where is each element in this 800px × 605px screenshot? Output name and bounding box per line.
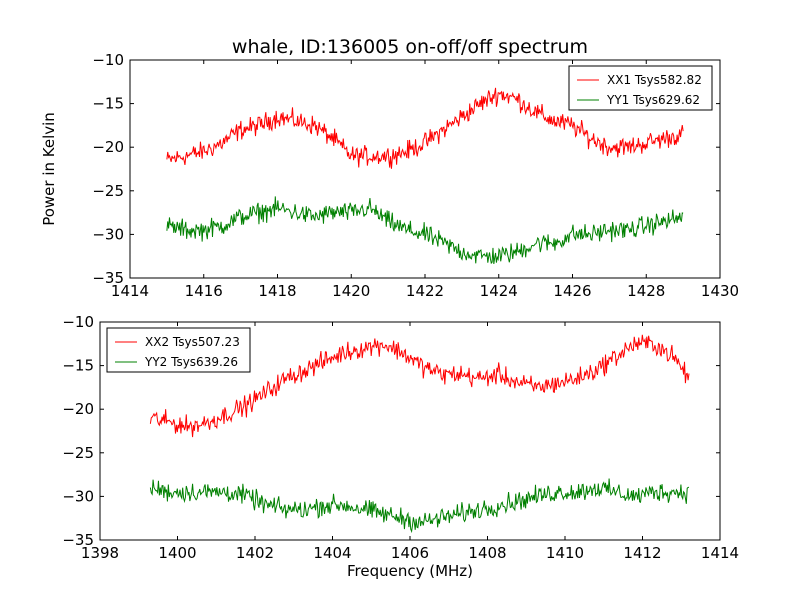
series-line-yy2 — [149, 478, 690, 534]
y-tick-label: −20 — [92, 138, 124, 156]
legend-label: XX1 Tsys582.82 — [607, 73, 702, 87]
series-line-yy1 — [166, 196, 684, 265]
x-tick-label: 1416 — [185, 282, 223, 300]
x-tick-label: 1422 — [406, 282, 444, 300]
bottom-x-axis-label: Frequency (MHz) — [347, 562, 473, 580]
y-tick-label: −10 — [62, 313, 94, 331]
y-tick-label: −35 — [62, 531, 94, 549]
x-tick-label: 1430 — [701, 282, 739, 300]
figure-title: whale, ID:136005 on-off/off spectrum — [232, 36, 588, 58]
series-line-xx2 — [149, 334, 690, 438]
series-line-xx1 — [166, 87, 684, 169]
x-tick-label: 1398 — [81, 544, 119, 562]
legend: XX1 Tsys582.82 YY1 Tsys629.62 — [568, 65, 713, 111]
x-tick-label: 1402 — [236, 544, 274, 562]
y-tick-label: −15 — [92, 95, 124, 113]
y-tick-label: −25 — [62, 444, 94, 462]
x-tick-label: 1414 — [701, 544, 739, 562]
legend-label: YY1 Tsys629.62 — [606, 93, 700, 107]
y-tick-label: −35 — [92, 269, 124, 287]
legend-box — [106, 327, 251, 373]
legend-box — [568, 65, 713, 111]
legend: XX2 Tsys507.23 YY2 Tsys639.26 — [106, 327, 251, 373]
x-tick-label: 1420 — [332, 282, 370, 300]
x-tick-label: 1400 — [158, 544, 196, 562]
x-tick-label: 1426 — [553, 282, 591, 300]
x-tick-label: 1410 — [546, 544, 584, 562]
x-tick-label: 1404 — [313, 544, 351, 562]
x-tick-label: 1424 — [480, 282, 518, 300]
y-tick-label: −20 — [62, 400, 94, 418]
x-tick-label: 1428 — [627, 282, 665, 300]
x-tick-label: 1408 — [468, 544, 506, 562]
legend-label: YY2 Tsys639.26 — [144, 355, 238, 369]
x-tick-label: 1418 — [258, 282, 296, 300]
y-tick-label: −10 — [92, 51, 124, 69]
y-tick-label: −30 — [62, 487, 94, 505]
x-tick-label: 1406 — [391, 544, 429, 562]
y-tick-label: −30 — [92, 225, 124, 243]
bottom-plot-panel: 1398 1400 1402 1404 1406 1408 1410 1412 1414 −10 −… — [62, 313, 739, 562]
x-tick-label: 1412 — [623, 544, 661, 562]
y-tick-label: −15 — [62, 357, 94, 375]
x-tick-label: 1414 — [111, 282, 149, 300]
y-tick-label: −25 — [92, 182, 124, 200]
top-y-axis-label: Power in Kelvin — [40, 112, 58, 226]
legend-label: XX2 Tsys507.23 — [145, 335, 240, 349]
top-plot-panel: 1414 1416 1418 1420 1422 1424 1426 1428 1430 −10 −… — [92, 51, 739, 300]
